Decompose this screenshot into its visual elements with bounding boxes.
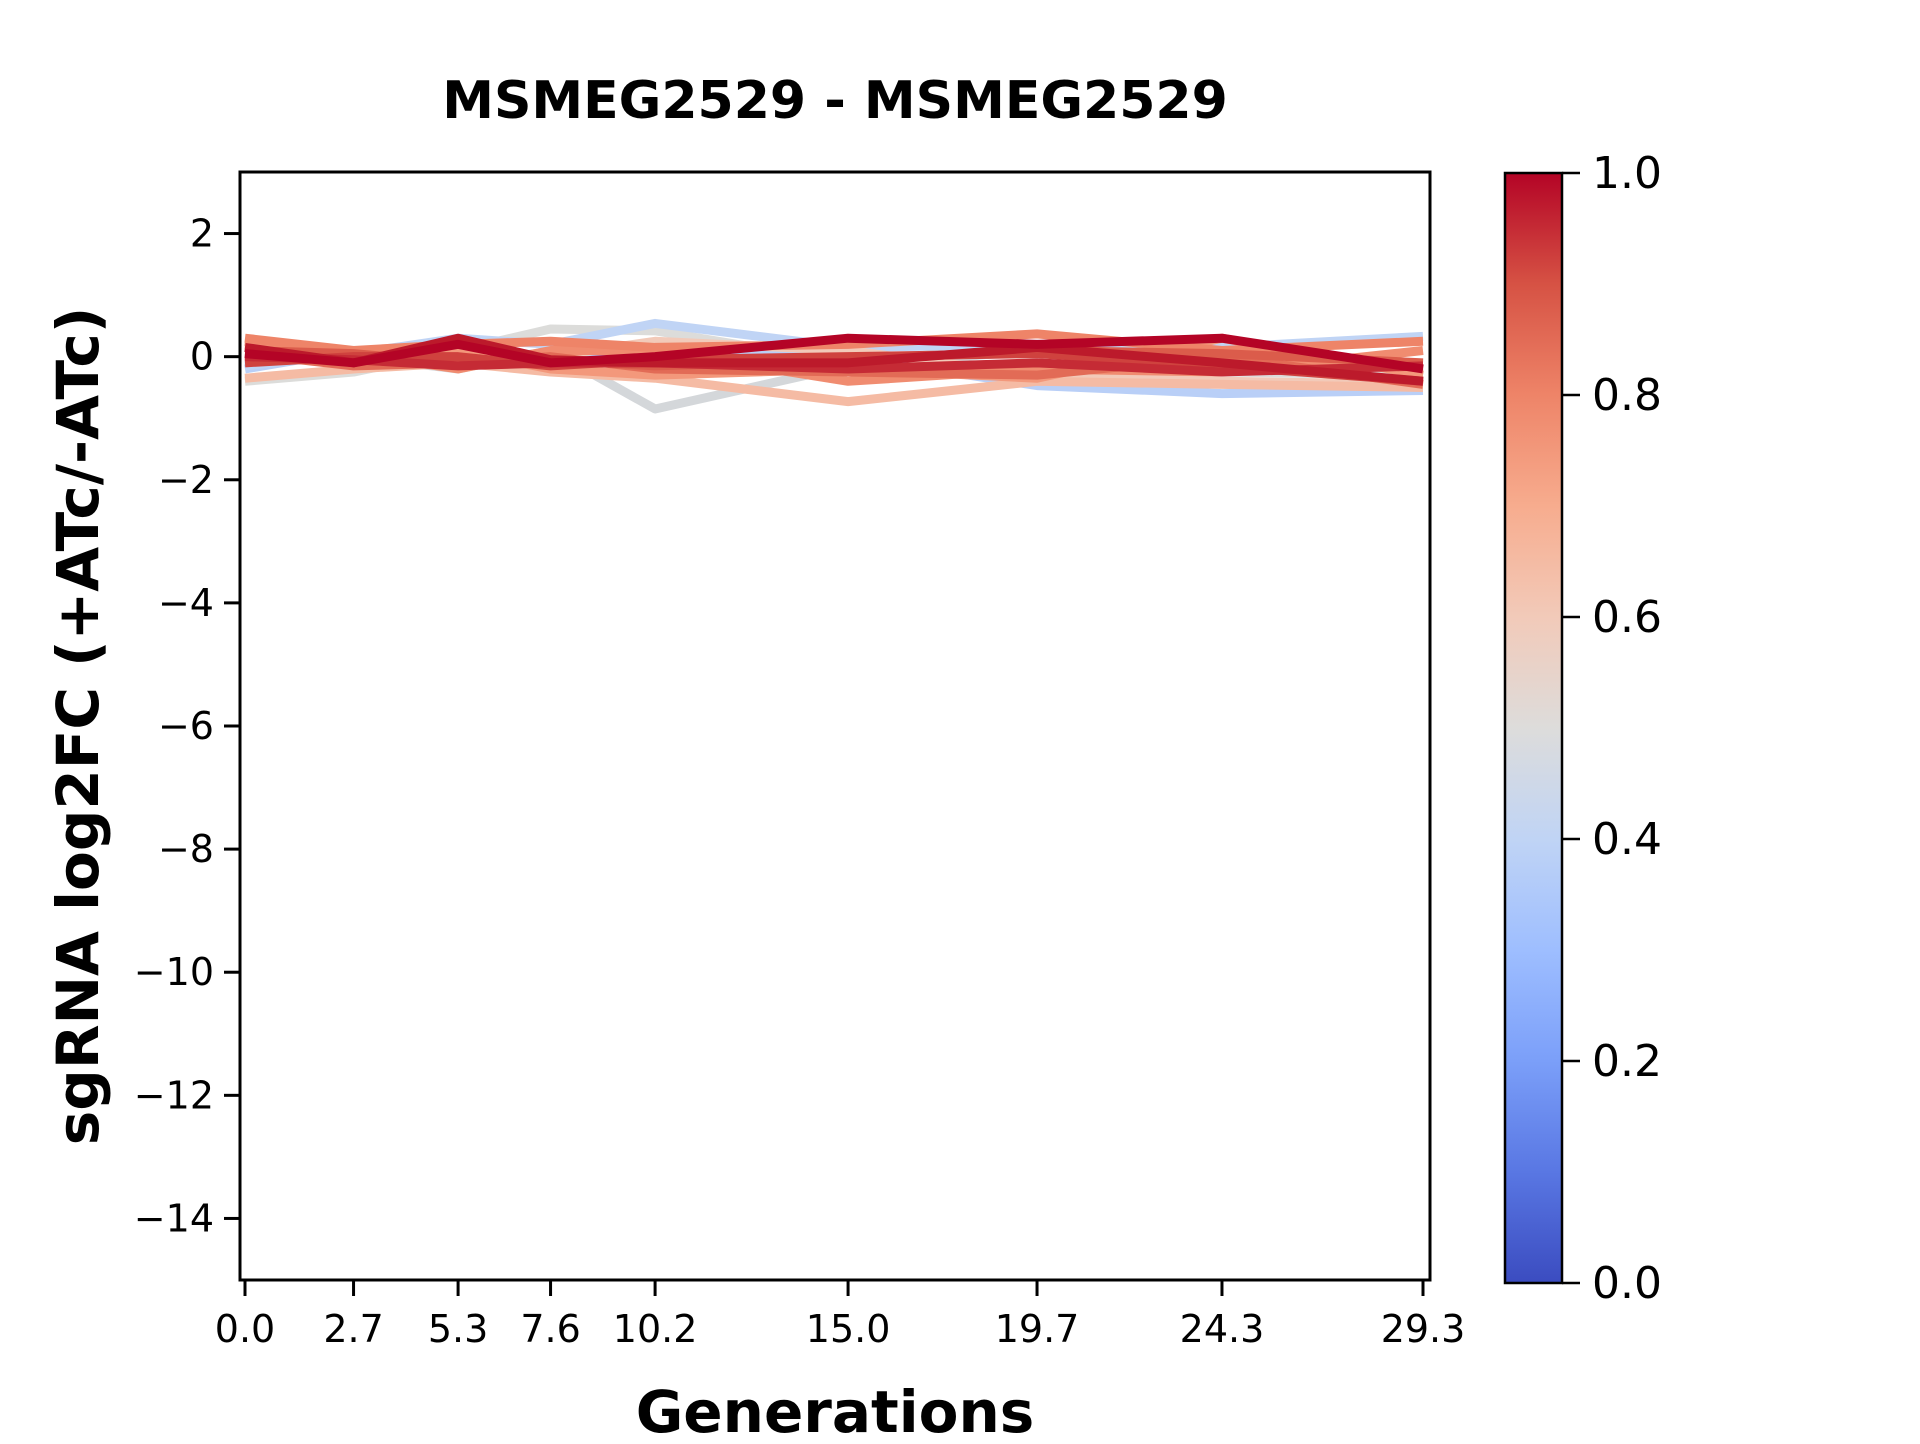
- y-tick-label: 2: [190, 212, 214, 256]
- y-tick-label: −2: [158, 458, 214, 502]
- x-tick-label: 0.0: [215, 1307, 275, 1351]
- line-series: [244, 329, 1424, 356]
- colorbar-tick-label: 0.2: [1592, 1036, 1662, 1087]
- y-tick-label: −12: [134, 1073, 214, 1117]
- y-tick-label: −14: [134, 1196, 214, 1240]
- colorbar-tick-label: 0.8: [1592, 370, 1662, 421]
- x-tick-label: 29.3: [1381, 1307, 1466, 1351]
- line-series-group: [244, 318, 1424, 414]
- y-tick-label: 0: [190, 335, 214, 379]
- x-tick-label: 7.6: [520, 1307, 580, 1351]
- colorbar-tick-label: 1.0: [1592, 148, 1662, 199]
- colorbar-tick-label: 0.0: [1592, 1258, 1662, 1309]
- x-tick-label: 2.7: [323, 1307, 383, 1351]
- colorbar-tick-label: 0.6: [1592, 592, 1662, 643]
- colorbar-gradient: [1505, 173, 1562, 1283]
- x-tick-label: 10.2: [613, 1307, 698, 1351]
- x-tick-label: 19.7: [995, 1307, 1080, 1351]
- x-axis-label: Generations: [636, 1378, 1035, 1440]
- line-series: [244, 333, 1424, 374]
- colorbar-tick-label: 0.4: [1592, 814, 1662, 865]
- x-tick-label: 5.3: [428, 1307, 488, 1351]
- chart-title: MSMEG2529 - MSMEG2529: [442, 71, 1228, 131]
- y-tick-label: −10: [134, 950, 214, 994]
- y-tick-label: −4: [158, 581, 214, 625]
- colorbar: 0.0 0.2 0.4 0.6 0.8 1.0: [1503, 148, 1662, 1309]
- y-axis-label: sgRNA log2FC (+ATc/-ATc): [44, 307, 112, 1145]
- axes: 0.0 2.7 5.3 7.6 10.2 15.0 19.7 24.3 29.3 2 0 −2 −4 −6…: [134, 170, 1466, 1351]
- x-tick-label: 15.0: [806, 1307, 891, 1351]
- colorbar-frame: [1503, 171, 1564, 1285]
- x-tick-label: 24.3: [1180, 1307, 1265, 1351]
- y-tick-label: −6: [158, 704, 214, 748]
- y-tick-label: −8: [158, 827, 214, 871]
